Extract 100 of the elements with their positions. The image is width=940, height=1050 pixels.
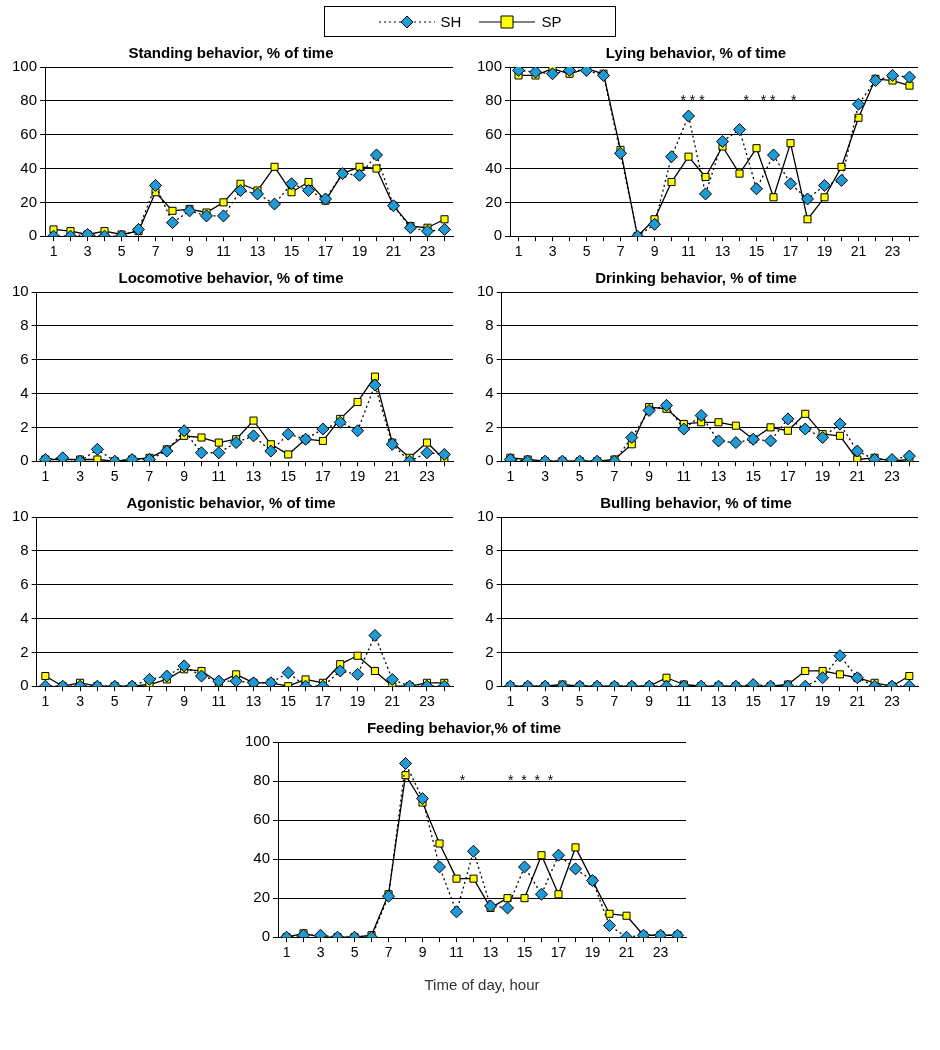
x-tick-label: 13 <box>245 468 262 485</box>
y-tick-label: 60 <box>20 124 38 142</box>
x-tick-label: 23 <box>884 693 900 710</box>
x-tick-label: 23 <box>884 243 901 260</box>
y-tick-label: 0 <box>28 226 38 244</box>
y-tick-label: 6 <box>20 349 29 367</box>
y-tick-label: 0 <box>261 927 270 945</box>
x-tick-label: 13 <box>710 693 727 710</box>
y-tick-label: 80 <box>485 90 503 108</box>
x-axis-title: Time of day, hour <box>423 976 540 994</box>
x-tick-label: 3 <box>83 243 92 260</box>
x-tick-label: 1 <box>282 944 291 961</box>
x-tick-label: 9 <box>185 243 194 260</box>
x-tick-label: 15 <box>745 693 762 710</box>
x-tick-label: 15 <box>280 468 297 485</box>
x-tick-label: 17 <box>315 468 331 485</box>
y-tick-label: 4 <box>485 383 494 401</box>
y-tick-label: 100 <box>12 57 38 75</box>
x-tick-label: 19 <box>349 693 366 710</box>
x-tick-label: 13 <box>482 944 499 961</box>
x-tick-label: 17 <box>315 693 331 710</box>
y-tick-label: 0 <box>493 226 503 244</box>
x-tick-label: 23 <box>652 944 668 961</box>
x-tick-label: 19 <box>814 693 831 710</box>
y-tick-label: 6 <box>485 574 494 592</box>
x-tick-label: 19 <box>816 243 833 260</box>
x-tick-label: 13 <box>710 468 727 485</box>
x-tick-label: 3 <box>541 468 550 485</box>
x-tick-label: 23 <box>419 468 435 485</box>
x-tick-label: 5 <box>110 468 119 485</box>
chart-title: Drinking behavior, % of time <box>595 269 797 287</box>
y-tick-label: 0 <box>20 676 29 694</box>
x-tick-label: 11 <box>211 468 227 485</box>
annotation: * * * * * <box>459 771 554 788</box>
x-tick-label: 17 <box>550 944 567 961</box>
x-tick-label: 17 <box>780 693 796 710</box>
chart-title: Lying behavior, % of time <box>605 44 787 62</box>
x-tick-label: 7 <box>145 468 154 485</box>
x-tick-label: 5 <box>110 693 119 710</box>
x-tick-label: 13 <box>245 693 262 710</box>
y-tick-label: 8 <box>20 315 29 333</box>
x-tick-label: 21 <box>618 944 634 961</box>
y-tick-label: 8 <box>485 540 494 558</box>
x-tick-label: 7 <box>151 243 160 260</box>
x-tick-label: 19 <box>351 243 368 260</box>
x-tick-label: 11 <box>681 243 696 260</box>
y-tick-label: 80 <box>20 90 38 108</box>
x-tick-label: 9 <box>645 693 654 710</box>
x-tick-label: 7 <box>145 693 154 710</box>
y-tick-label: 4 <box>485 608 494 626</box>
x-tick-label: 23 <box>419 243 436 260</box>
x-tick-label: 7 <box>610 693 619 710</box>
legend-label: SH <box>440 13 462 30</box>
x-tick-label: 21 <box>384 468 401 485</box>
y-tick-label: 2 <box>20 642 29 660</box>
x-tick-label: 1 <box>49 243 58 260</box>
y-tick-label: 10 <box>477 282 494 300</box>
y-tick-label: 8 <box>485 315 494 333</box>
x-tick-label: 3 <box>316 944 325 961</box>
x-tick-label: 5 <box>575 468 584 485</box>
x-tick-label: 5 <box>582 243 591 260</box>
y-tick-label: 40 <box>252 849 270 867</box>
x-tick-label: 23 <box>419 693 435 710</box>
y-tick-label: 0 <box>485 451 494 469</box>
x-tick-label: 5 <box>350 944 359 961</box>
x-tick-label: 21 <box>385 243 402 260</box>
x-tick-label: 19 <box>814 468 831 485</box>
x-tick-label: 11 <box>216 243 231 260</box>
x-tick-label: 15 <box>283 243 300 260</box>
x-tick-label: 11 <box>676 693 692 710</box>
y-tick-label: 60 <box>252 810 270 828</box>
x-tick-label: 9 <box>180 693 189 710</box>
y-tick-label: 40 <box>485 158 503 176</box>
x-tick-label: 7 <box>610 468 619 485</box>
y-tick-label: 60 <box>485 124 503 142</box>
y-tick-label: 6 <box>20 574 29 592</box>
x-tick-label: 3 <box>76 468 85 485</box>
y-tick-label: 10 <box>12 507 29 525</box>
y-tick-label: 6 <box>485 349 494 367</box>
y-tick-label: 80 <box>252 771 270 789</box>
chart-title: Locomotive behavior, % of time <box>118 269 344 287</box>
chart-title: Standing behavior, % of time <box>128 44 334 62</box>
x-tick-label: 19 <box>584 944 600 961</box>
x-tick-label: 15 <box>748 243 765 260</box>
x-tick-label: 11 <box>676 468 692 485</box>
x-tick-label: 19 <box>349 468 366 485</box>
y-tick-label: 40 <box>20 158 38 176</box>
y-tick-label: 10 <box>477 507 494 525</box>
x-tick-label: 9 <box>180 468 189 485</box>
x-tick-label: 15 <box>516 944 533 961</box>
y-tick-label: 20 <box>20 192 38 210</box>
y-tick-label: 8 <box>20 540 29 558</box>
x-tick-label: 1 <box>514 243 523 260</box>
x-tick-label: 5 <box>117 243 126 260</box>
x-tick-label: 13 <box>249 243 266 260</box>
x-tick-label: 21 <box>849 468 866 485</box>
y-tick-label: 4 <box>20 383 29 401</box>
x-tick-label: 11 <box>211 693 227 710</box>
x-tick-label: 21 <box>850 243 867 260</box>
x-tick-label: 9 <box>650 243 659 260</box>
